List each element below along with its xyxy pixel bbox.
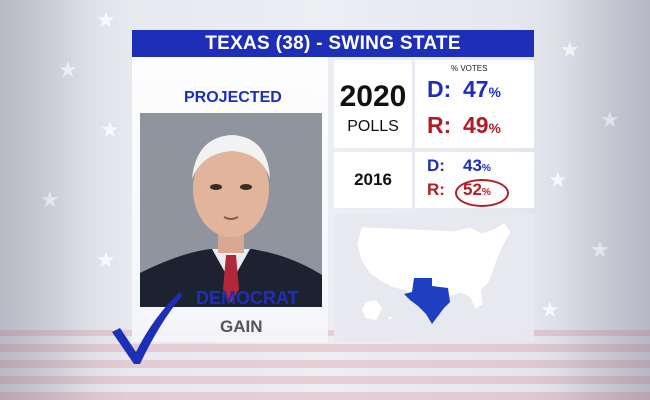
results-2016-label-box: 2016	[334, 152, 412, 208]
rep-2020-value: 49	[463, 112, 489, 138]
dem-2020-row: D: 47%	[427, 76, 501, 102]
rep-2020-row: R: 49%	[427, 112, 501, 138]
election-graphic: TEXAS (38) - SWING STATE PROJECTED DEMOC…	[132, 30, 534, 342]
dem-2020-value: 47	[463, 76, 489, 102]
us-map-box	[334, 214, 534, 342]
candidate-photo	[140, 113, 322, 307]
party-label: DEMOCRAT	[196, 288, 299, 308]
candidate-panel: PROJECTED	[132, 57, 328, 342]
checkmark-icon	[112, 292, 182, 364]
winner-circle-highlight	[455, 179, 509, 207]
results-2016-values-box: D: 43% R: 52%	[415, 152, 534, 208]
year-2016: 2016	[354, 170, 392, 189]
us-map-icon	[357, 223, 511, 324]
votes-label: % VOTES	[451, 64, 488, 73]
candidate-portrait-illustration	[140, 113, 322, 307]
gain-label: GAIN	[220, 317, 263, 336]
polls-label: POLLS	[347, 118, 399, 135]
projected-label: PROJECTED	[184, 89, 282, 106]
dem-2016-row: D: 43%	[427, 156, 491, 175]
background-left-shade	[0, 0, 90, 400]
year-2020: 2020	[339, 80, 407, 113]
polls-2020-label-box: 2020 POLLS	[334, 60, 412, 148]
title-banner: TEXAS (38) - SWING STATE	[132, 30, 534, 57]
polls-2020-values-box: % VOTES D: 47% R: 49%	[415, 60, 534, 148]
dem-2016-value: 43	[463, 156, 482, 175]
